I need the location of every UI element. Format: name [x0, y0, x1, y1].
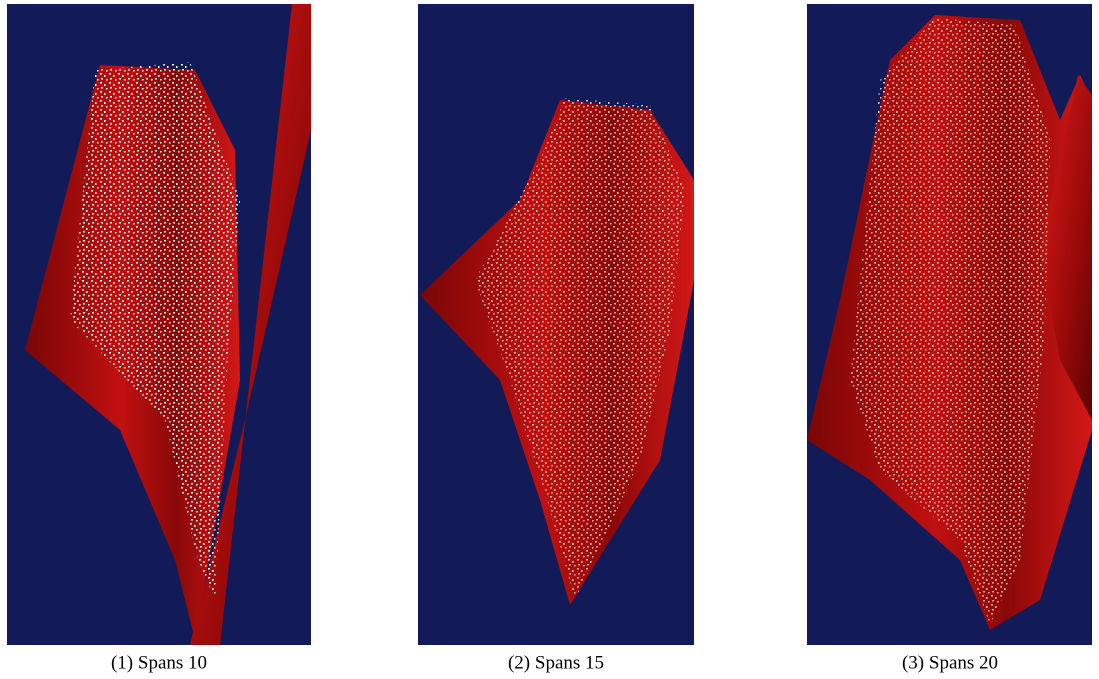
- panel-2: [418, 4, 694, 645]
- caption: (2) Spans 15: [508, 652, 604, 673]
- panel-1: [7, 4, 311, 645]
- panel-3: [807, 4, 1092, 645]
- caption: (3) Spans 20: [902, 652, 998, 673]
- figure: (1) Spans 10 (2) Spans 15 (3) Spans 20: [0, 0, 1099, 679]
- page: (1) Spans 10 (2) Spans 15 (3) Spans 20 (…: [0, 0, 1099, 679]
- caption: (1) Spans 10: [111, 652, 207, 673]
